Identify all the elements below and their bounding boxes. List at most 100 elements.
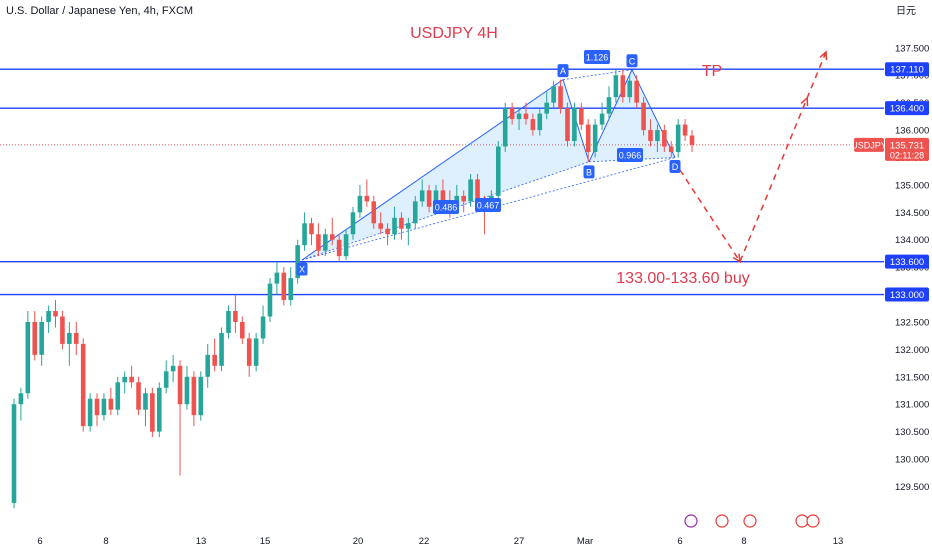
candle-body [219,332,224,366]
candle-body [274,272,280,284]
price-badge-value: 135.731 [890,140,924,151]
point-badge [583,165,595,179]
y-tick-label: 132.500 [895,317,929,328]
candle-body [516,113,522,120]
candle-body [136,382,141,410]
point-badge [669,159,681,173]
point-label: D [672,162,679,172]
candle-body [233,311,238,322]
point-label: A [560,66,566,76]
y-tick-label: 130.000 [895,455,929,466]
candle-body [419,190,425,202]
candle-body [143,393,148,410]
candle-body [613,75,619,98]
candle-body [551,86,556,103]
candle-body [599,113,605,125]
candle-body [73,332,79,344]
candle-body [309,223,314,235]
candle-body [426,190,432,207]
candle-body [288,278,294,301]
pattern-point-b: B [583,165,595,179]
candle-body [558,86,563,109]
projection-layer [679,50,828,264]
x-tick-label: 13 [833,536,844,547]
candle-body [412,201,418,224]
level-price-tag [885,101,929,116]
ratio-label: 0.467 [475,198,501,212]
candle-body [177,365,183,405]
candle-body [253,338,259,366]
candle-body [295,245,300,279]
event-icon [743,514,757,528]
ratio-label: 0.966 [617,148,643,162]
event-icon [684,514,698,528]
candle-body [523,113,529,120]
candle-body [205,354,211,377]
point-label: X [299,265,305,275]
level-price-tag [885,62,929,77]
y-axis-panel [884,0,932,550]
candle-body [641,102,646,131]
x-tick-label: 8 [741,536,746,547]
point-badge [557,64,569,78]
candle-body [25,321,31,394]
y-tick-label: 131.000 [895,400,929,411]
candle-body [246,338,252,366]
candle-body [53,311,58,317]
candle-body [115,382,121,410]
y-tick-label: 134.500 [895,208,929,219]
candle-body [150,393,155,432]
candle-body [94,398,100,416]
candle-body [60,316,65,344]
candle-body [343,234,349,257]
candle-body [129,376,134,383]
candle-body [620,75,626,98]
tp-label: TP [702,63,722,80]
point-label: B [586,167,592,177]
currency-label: 日元 [896,6,916,17]
candle-body [357,195,363,213]
ratio-text: 0.966 [619,151,642,161]
x-axis[interactable]: 6 8 13 15 20 22 27 Mar 6 8 13 [37,514,844,547]
y-axis[interactable]: 137.500137.000136.500136.000135.500135.0… [851,0,932,550]
arrow-head [819,50,828,61]
ratio-label: 1.126 [584,50,610,64]
candle-body [655,130,660,142]
level-price-text: 133.600 [890,257,924,268]
candle-body [18,393,24,405]
candle-body [67,332,72,344]
y-tick-label: 136.000 [895,126,929,137]
event-icon [715,514,729,528]
ratio-badge [475,198,501,212]
y-tick-label: 129.500 [895,482,929,493]
buy-zone-label: 133.00-133.60 buy [616,270,749,287]
candle-body [440,190,446,202]
candle-body [267,283,273,317]
candle-body [502,108,508,147]
level-price-text: 137.110 [890,65,924,76]
candle-body [509,108,515,120]
arrow-head [732,253,741,264]
ratio-badge [584,50,610,64]
ratio-badge [617,148,643,162]
candle-body [530,119,536,131]
candle-body [11,404,17,503]
annotation-labels-layer: X A B C D 0.486 0.467 1.126 0.966 [296,50,681,276]
ratio-text: 0.486 [435,203,458,213]
candle-body [371,201,377,224]
y-tick-label: 137.500 [895,43,929,54]
candle-body [191,376,197,416]
candle-body [385,228,390,235]
pattern-diagonal [301,161,590,261]
candle-body [156,387,162,432]
level-price-tag [885,254,929,269]
candle-body [572,108,577,142]
candle-body [87,398,93,427]
candle-body [163,371,169,388]
x-tick-label: 22 [419,536,430,547]
y-tick-label: 130.500 [895,427,929,438]
x-tick-label: 8 [103,536,108,547]
